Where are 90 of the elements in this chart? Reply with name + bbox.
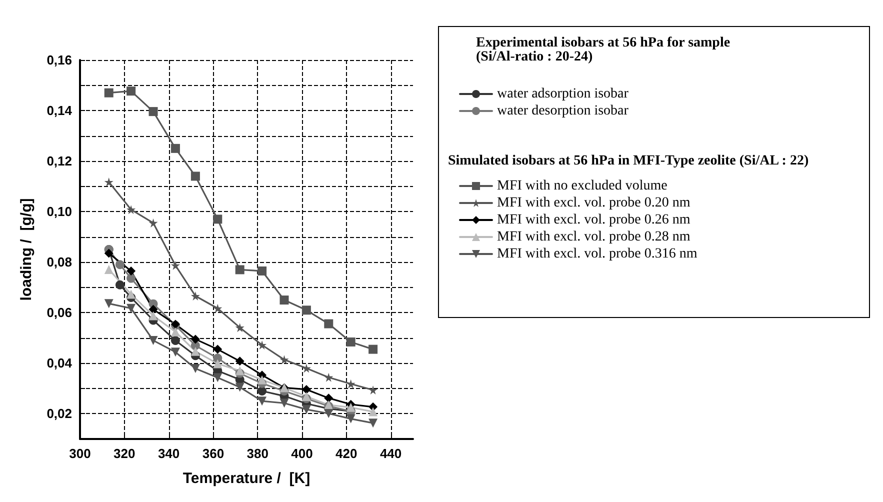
- x-tick-label: 380: [246, 446, 268, 461]
- point: [280, 355, 289, 364]
- y-tick-label: 0,10: [46, 204, 72, 220]
- point: [126, 205, 136, 214]
- point: [190, 346, 200, 356]
- point: [302, 404, 311, 414]
- point: [190, 172, 200, 181]
- point: [148, 304, 158, 314]
- point: [368, 407, 378, 416]
- point: [235, 356, 244, 366]
- y-tick-label: 0,04: [46, 356, 73, 371]
- x-tick-label: 320: [114, 446, 136, 461]
- point: [213, 359, 222, 368]
- point: [302, 384, 311, 394]
- point: [104, 248, 114, 258]
- text: Simulated isobars at 56 hPa in MFI-Type zeolite (Si/AL : 22): [448, 154, 809, 168]
- point: [258, 266, 267, 276]
- legend-label: water desorption isobar: [497, 104, 629, 118]
- point: [126, 86, 136, 96]
- point: [324, 372, 334, 382]
- point: [170, 327, 180, 336]
- legend-label: MFI with excl. vol. probe 0.316 nm: [497, 246, 698, 262]
- y-tick-label: 0,14: [46, 103, 73, 118]
- point: [170, 348, 180, 357]
- point: [235, 265, 244, 274]
- point: [170, 144, 180, 153]
- point: [126, 274, 136, 283]
- point: [148, 311, 158, 320]
- point: [148, 218, 158, 228]
- point: [258, 386, 267, 396]
- point: [258, 340, 267, 350]
- point: [235, 366, 244, 376]
- y-tick-label: 0,16: [46, 52, 72, 68]
- point: [213, 214, 222, 224]
- legend-label: MFI with excl. vol. probe 0.28 nm: [497, 230, 690, 244]
- point: [148, 107, 158, 116]
- x-tick-label: 400: [291, 446, 313, 461]
- y-tick-label: 0,06: [46, 305, 72, 320]
- point: [368, 344, 378, 354]
- legend-label: water adsorption isobar: [497, 86, 629, 102]
- text: Experimental isobars at 56 hPa for sample (Si/Al-ratio : 20-24): [476, 36, 734, 64]
- point: [126, 266, 136, 276]
- y-tick-label: 0,08: [46, 254, 72, 270]
- point: [235, 323, 244, 332]
- point: [115, 280, 124, 290]
- x-tick-label: 420: [336, 446, 358, 461]
- point: [368, 385, 378, 394]
- point: [190, 364, 200, 374]
- x-axis-title: Temperature / [K]: [182, 470, 310, 487]
- y-tick-label: 0,02: [46, 406, 72, 422]
- point: [148, 336, 158, 345]
- point: [346, 414, 356, 424]
- point: [346, 337, 356, 346]
- x-tick-label: 440: [380, 446, 402, 461]
- point: [324, 319, 334, 328]
- point: [302, 306, 311, 315]
- point: [280, 398, 289, 408]
- x-tick-label: 300: [69, 446, 91, 461]
- y-axis-title: loading / [g/g]: [18, 198, 35, 301]
- point: [213, 344, 222, 354]
- point: [213, 354, 222, 363]
- point: [280, 296, 289, 305]
- point: [126, 304, 136, 313]
- point: [126, 290, 136, 299]
- point: [346, 402, 356, 412]
- point: [324, 408, 334, 418]
- point: [104, 178, 114, 187]
- point: [190, 334, 200, 344]
- legend-label: MFI with no excluded volume: [497, 178, 668, 194]
- x-tick-label: 340: [158, 446, 180, 461]
- point: [104, 88, 114, 98]
- x-tick-label: 360: [202, 446, 224, 461]
- legend-label: MFI with excl. vol. probe 0.20 nm: [497, 196, 690, 210]
- point: [368, 418, 378, 428]
- point: [170, 260, 180, 270]
- point: [258, 375, 267, 384]
- point: [170, 336, 180, 345]
- point: [302, 364, 311, 373]
- point: [104, 299, 114, 308]
- point: [115, 260, 124, 270]
- point: [346, 379, 356, 388]
- point: [324, 394, 334, 403]
- point: [190, 291, 200, 300]
- point: [213, 373, 222, 382]
- legend-label: MFI with excl. vol. probe 0.26 nm: [497, 212, 690, 228]
- point: [104, 264, 114, 274]
- y-tick-label: 0,12: [46, 154, 72, 169]
- point: [235, 382, 244, 392]
- point: [213, 304, 222, 313]
- point: [258, 396, 267, 406]
